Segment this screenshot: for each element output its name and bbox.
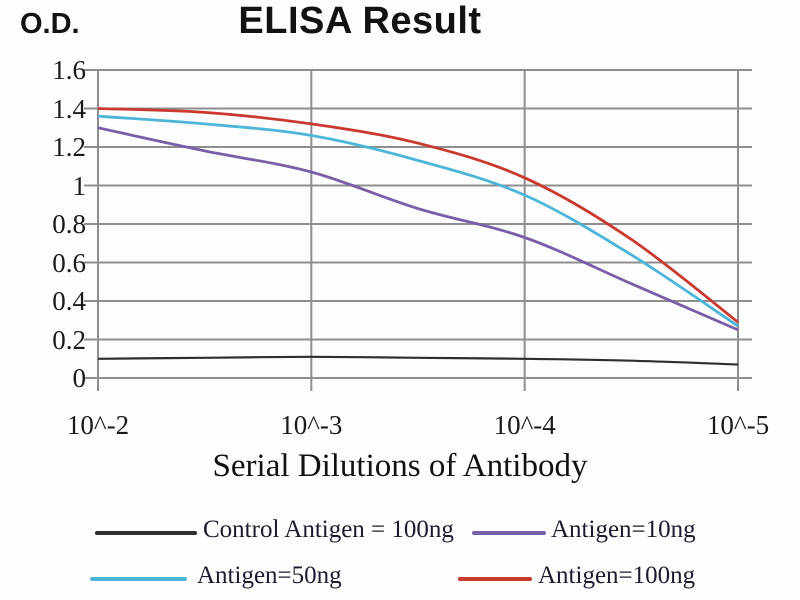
legend-line-swatch [90, 577, 187, 581]
y-axis-label: O.D. [20, 8, 80, 40]
y-tick-label: 0.4 [52, 286, 86, 316]
legend-line-swatch [95, 531, 197, 535]
legend-label: Antigen=10ng [551, 516, 696, 543]
x-tick-label: 10^-5 [706, 410, 770, 440]
legend-line-swatch [472, 531, 546, 535]
series-line-control-antigen-100ng [97, 355, 739, 366]
chart-title: ELISA Result [238, 0, 482, 42]
y-tick-label: 1.2 [52, 132, 86, 162]
series-line-antigen-50ng [97, 114, 739, 328]
y-tick-label: 0.2 [52, 324, 86, 355]
y-tick-label: 0.6 [52, 247, 86, 278]
x-axis-label: Serial Dilutions of Antibody [212, 448, 588, 484]
y-tick-label: 0 [72, 363, 87, 393]
legend-label: Antigen=100ng [538, 562, 696, 589]
legend-label: Control Antigen = 100ng [203, 516, 454, 543]
legend-line-swatch [458, 577, 532, 581]
y-tick-label: 0.8 [52, 209, 86, 239]
y-tick-label: 1.6 [52, 55, 86, 85]
series-line-antigen-10ng [97, 126, 739, 332]
series-line-antigen-100ng [97, 107, 739, 324]
x-tick-label: 10^-2 [66, 410, 130, 440]
legend-label: Antigen=50ng [197, 562, 342, 589]
x-tick-label: 10^-3 [280, 410, 343, 440]
y-tick-label: 1.4 [52, 93, 86, 124]
y-tick-label: 1 [72, 170, 87, 201]
x-tick-label: 10^-4 [493, 410, 556, 440]
